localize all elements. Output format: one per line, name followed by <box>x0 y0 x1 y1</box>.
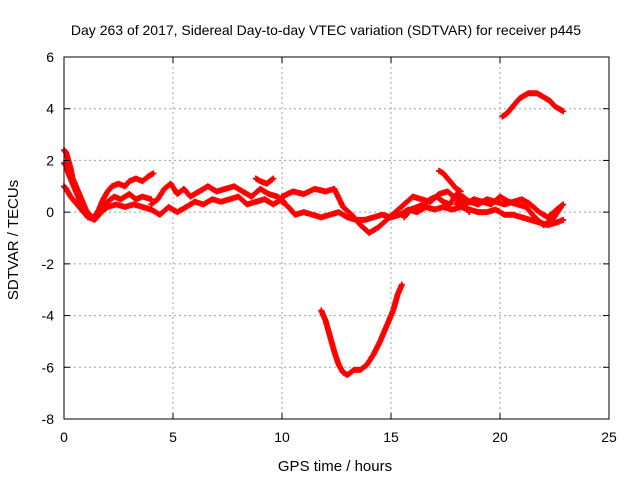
data-point <box>269 176 276 183</box>
data-series <box>61 90 567 379</box>
x-tick-label: 15 <box>383 429 399 445</box>
series-s1 <box>61 147 157 221</box>
series-s9 <box>435 167 464 195</box>
y-axis-label: SDTVAR / TECUs <box>5 180 22 300</box>
x-tick-label: 25 <box>601 429 617 445</box>
data-point <box>560 201 567 208</box>
y-tick-label: -2 <box>42 256 55 272</box>
y-tick-label: -4 <box>42 308 55 324</box>
series-s8 <box>401 191 567 221</box>
y-tick-label: 6 <box>46 49 54 65</box>
data-point <box>398 281 405 288</box>
x-axis-label: GPS time / hours <box>278 458 392 475</box>
series-s5 <box>252 175 277 187</box>
y-tick-label: -6 <box>42 359 55 375</box>
data-point <box>457 188 464 195</box>
plot-frame <box>63 56 610 420</box>
x-tick-label: 0 <box>60 429 68 445</box>
series-s3 <box>61 183 285 222</box>
x-tick-label: 20 <box>492 429 508 445</box>
series-s4 <box>148 180 288 208</box>
y-tick-label: 4 <box>46 101 54 117</box>
y-tick-label: -8 <box>42 411 55 427</box>
data-point <box>465 208 472 215</box>
data-point <box>560 108 567 115</box>
x-tick-label: 5 <box>169 429 177 445</box>
x-tick-label: 10 <box>274 429 290 445</box>
data-point <box>270 175 277 182</box>
series-s11 <box>318 281 405 379</box>
axis-ticks: 0 5 10 15 20 25 -8 -6 -4 -2 0 2 4 6 <box>42 49 617 445</box>
chart-title: Day 263 of 2017, Sidereal Day-to-day VTE… <box>71 22 581 38</box>
series-s10 <box>453 196 473 216</box>
y-tick-label: 2 <box>46 152 54 168</box>
data-point <box>559 202 566 209</box>
y-tick-label: 0 <box>46 204 54 220</box>
series-s12 <box>499 90 567 120</box>
data-point <box>466 209 473 216</box>
data-point <box>148 196 155 203</box>
data-point <box>150 170 157 177</box>
data-point <box>560 216 567 223</box>
